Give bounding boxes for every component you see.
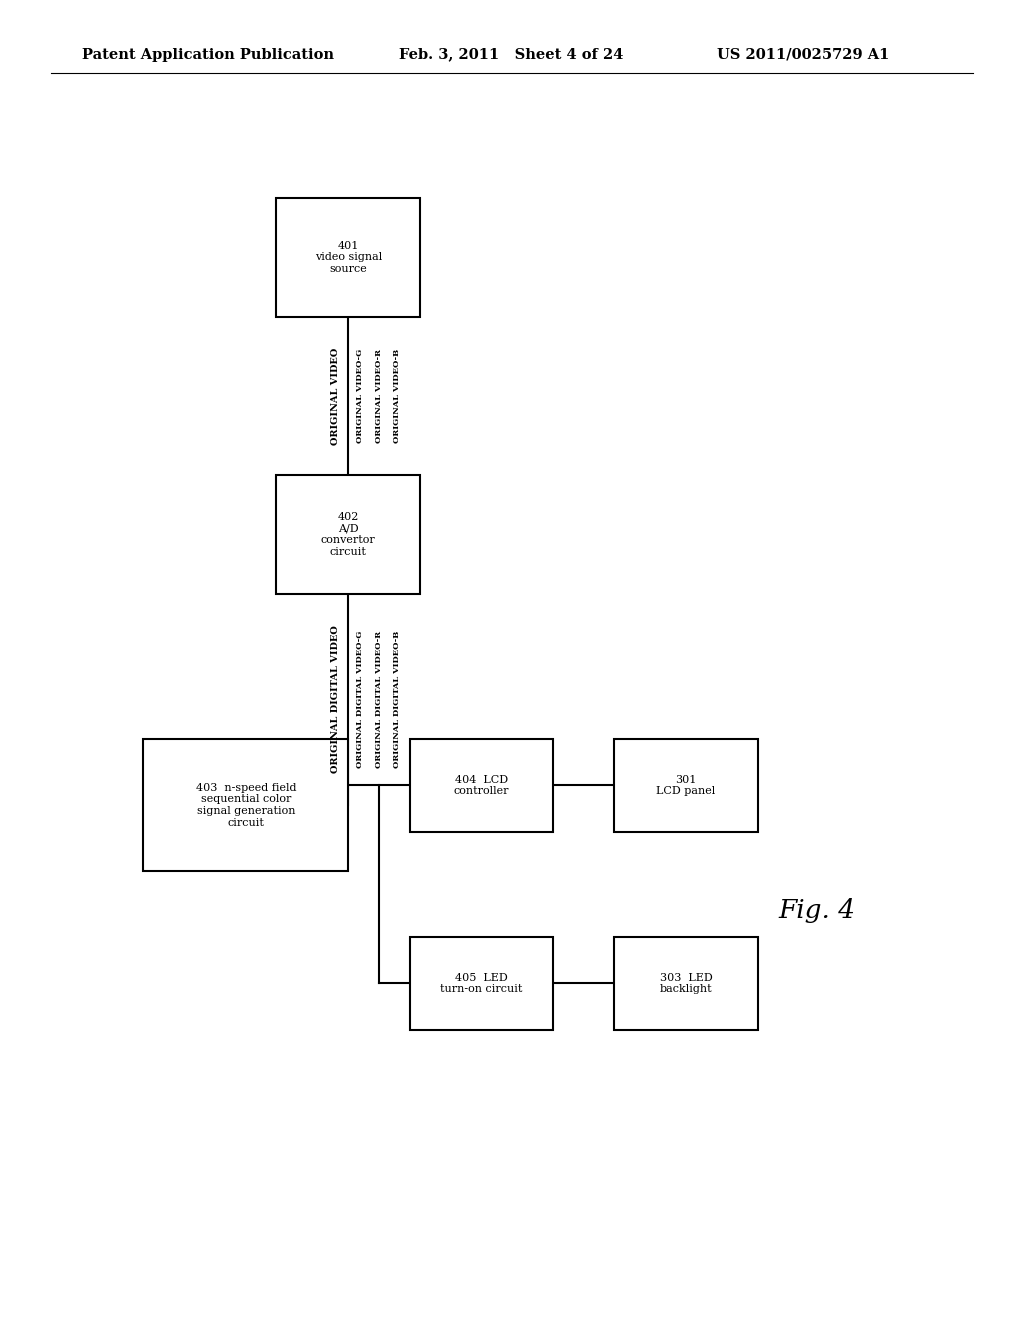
Text: ORIGINAL VIDEO-B: ORIGINAL VIDEO-B xyxy=(393,348,401,444)
Text: 404  LCD
controller: 404 LCD controller xyxy=(454,775,509,796)
Text: ORIGINAL DIGITAL VIDEO: ORIGINAL DIGITAL VIDEO xyxy=(332,626,340,774)
Text: ORIGINAL DIGITAL VIDEO-B: ORIGINAL DIGITAL VIDEO-B xyxy=(393,631,401,768)
Bar xyxy=(410,739,553,832)
Text: ORIGINAL VIDEO-R: ORIGINAL VIDEO-R xyxy=(375,348,383,444)
Text: ORIGINAL VIDEO: ORIGINAL VIDEO xyxy=(332,347,340,445)
Text: Feb. 3, 2011   Sheet 4 of 24: Feb. 3, 2011 Sheet 4 of 24 xyxy=(399,48,624,62)
Text: ORIGINAL VIDEO-G: ORIGINAL VIDEO-G xyxy=(356,348,365,444)
Bar xyxy=(614,739,758,832)
Text: US 2011/0025729 A1: US 2011/0025729 A1 xyxy=(717,48,889,62)
Text: Patent Application Publication: Patent Application Publication xyxy=(82,48,334,62)
Text: Fig. 4: Fig. 4 xyxy=(778,899,855,923)
Bar xyxy=(614,937,758,1030)
Text: 303  LED
backlight: 303 LED backlight xyxy=(659,973,713,994)
Bar xyxy=(276,198,420,317)
Text: ORIGINAL DIGITAL VIDEO-G: ORIGINAL DIGITAL VIDEO-G xyxy=(356,631,365,768)
Text: 402
A/D
convertor
circuit: 402 A/D convertor circuit xyxy=(321,512,376,557)
Bar xyxy=(276,475,420,594)
Text: 405  LED
turn-on circuit: 405 LED turn-on circuit xyxy=(440,973,522,994)
Text: 403  n-speed field
sequential color
signal generation
circuit: 403 n-speed field sequential color signa… xyxy=(196,783,296,828)
Text: 401
video signal
source: 401 video signal source xyxy=(314,240,382,275)
Bar xyxy=(143,739,348,871)
Bar xyxy=(410,937,553,1030)
Text: ORIGINAL DIGITAL VIDEO-R: ORIGINAL DIGITAL VIDEO-R xyxy=(375,631,383,768)
Text: 301
LCD panel: 301 LCD panel xyxy=(656,775,716,796)
